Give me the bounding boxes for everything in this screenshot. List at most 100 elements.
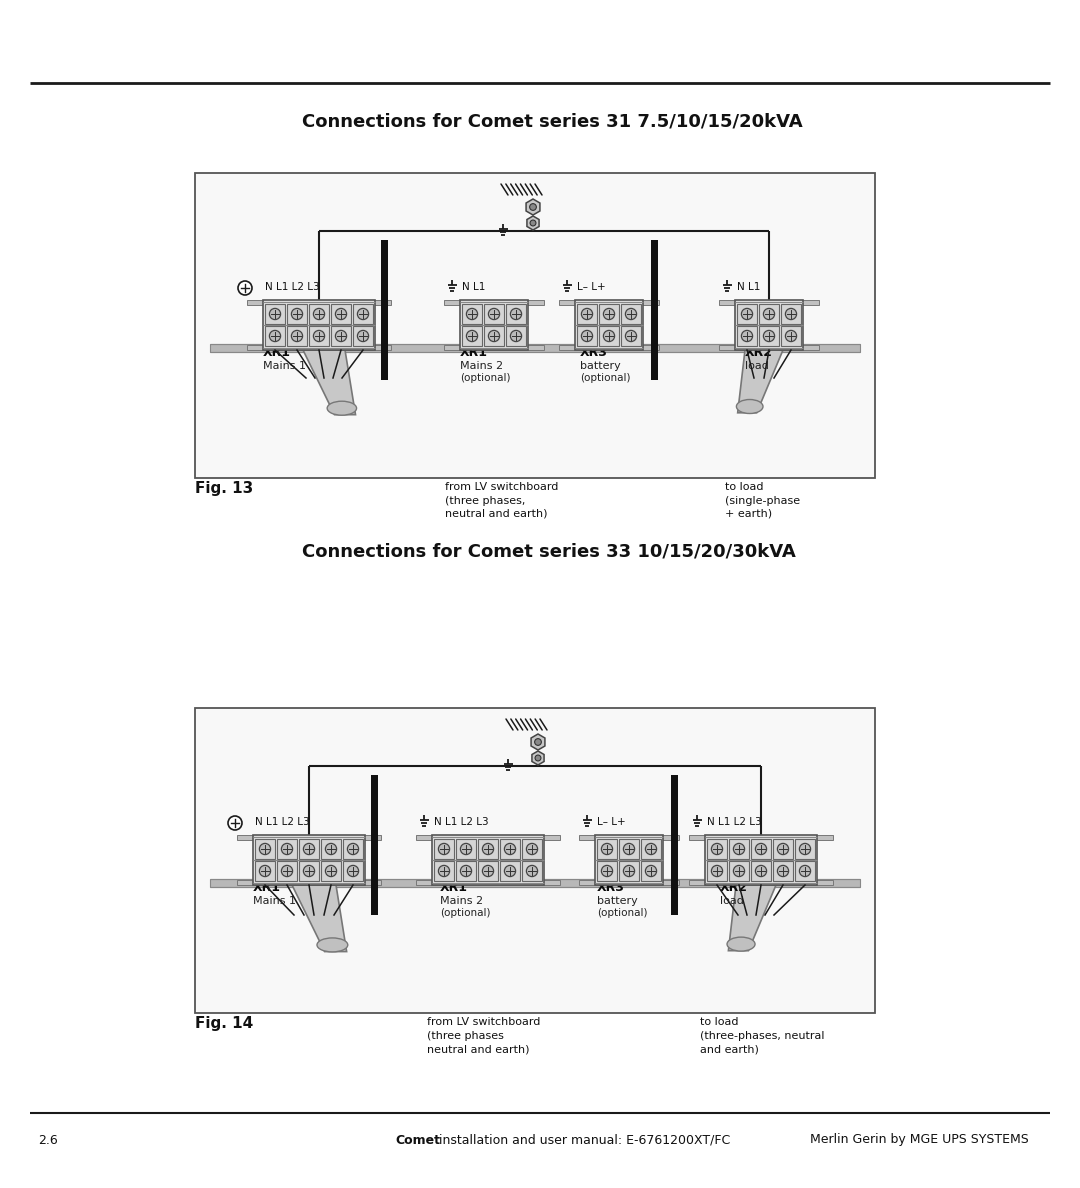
Text: Mains 1: Mains 1 (264, 361, 306, 371)
Circle shape (646, 865, 657, 877)
Bar (642, 839, 661, 859)
Bar (781, 326, 801, 346)
Circle shape (259, 865, 271, 877)
Text: Comet: Comet (395, 1133, 440, 1146)
Bar (559, 345, 659, 350)
Circle shape (646, 843, 657, 854)
Circle shape (348, 843, 359, 854)
Circle shape (467, 330, 477, 342)
Bar (353, 304, 373, 324)
Text: XR1: XR1 (264, 346, 291, 359)
Bar (330, 326, 351, 346)
Circle shape (530, 220, 536, 226)
Ellipse shape (727, 937, 755, 952)
Bar (444, 301, 544, 305)
Bar (707, 861, 727, 881)
Bar (773, 861, 793, 881)
Bar (195, 173, 875, 478)
Bar (621, 326, 642, 346)
Bar (522, 861, 542, 881)
Bar (577, 304, 597, 324)
Bar (343, 861, 363, 881)
Bar (671, 775, 678, 915)
Bar (462, 326, 482, 346)
Polygon shape (292, 885, 347, 952)
Circle shape (313, 309, 325, 320)
Circle shape (535, 756, 541, 762)
Circle shape (460, 865, 472, 877)
Ellipse shape (318, 937, 348, 952)
Bar (773, 839, 793, 859)
Circle shape (511, 330, 522, 342)
Bar (247, 301, 391, 305)
Circle shape (483, 843, 494, 854)
Bar (737, 326, 757, 346)
Bar (330, 304, 351, 324)
Circle shape (438, 843, 449, 854)
Circle shape (292, 309, 302, 320)
Bar (460, 301, 528, 350)
Circle shape (581, 330, 593, 342)
Circle shape (460, 843, 472, 854)
Ellipse shape (327, 402, 356, 415)
Text: XR1: XR1 (460, 346, 488, 359)
Circle shape (712, 865, 723, 877)
Circle shape (282, 865, 293, 877)
Bar (343, 839, 363, 859)
Bar (795, 861, 815, 881)
Circle shape (269, 330, 281, 342)
Bar (597, 861, 617, 881)
Bar (353, 326, 373, 346)
Bar (210, 345, 860, 352)
Text: battery: battery (580, 361, 621, 371)
Bar (276, 861, 297, 881)
Circle shape (604, 330, 615, 342)
Circle shape (623, 865, 635, 877)
Text: L– L+: L– L+ (597, 817, 625, 827)
Bar (237, 835, 381, 840)
Bar (719, 301, 819, 305)
Bar (456, 861, 476, 881)
Bar (381, 240, 388, 380)
Circle shape (535, 739, 541, 745)
Bar (595, 835, 663, 885)
Bar (416, 835, 561, 840)
Bar (781, 304, 801, 324)
Circle shape (504, 843, 515, 854)
Bar (444, 345, 544, 350)
Text: battery: battery (597, 896, 638, 906)
Circle shape (733, 843, 744, 854)
Text: XR2: XR2 (745, 346, 773, 359)
Bar (577, 326, 597, 346)
Circle shape (488, 309, 500, 320)
Bar (729, 839, 750, 859)
Bar (276, 839, 297, 859)
Text: (three phases: (three phases (427, 1031, 504, 1041)
Text: L– L+: L– L+ (577, 282, 606, 292)
Circle shape (325, 865, 337, 877)
Bar (321, 861, 341, 881)
Circle shape (511, 309, 522, 320)
Bar (299, 839, 319, 859)
Text: Connections for Comet series 31 7.5/10/15/20kVA: Connections for Comet series 31 7.5/10/1… (302, 113, 802, 131)
Circle shape (292, 330, 302, 342)
Circle shape (733, 865, 744, 877)
Text: N L1 L2 L3: N L1 L2 L3 (434, 817, 488, 827)
Bar (729, 861, 750, 881)
Bar (255, 839, 275, 859)
Ellipse shape (737, 399, 762, 413)
Bar (759, 304, 779, 324)
Text: 2.6: 2.6 (38, 1133, 57, 1146)
Bar (619, 861, 639, 881)
Circle shape (228, 816, 242, 830)
Text: (three phases,: (three phases, (445, 497, 525, 506)
Circle shape (483, 865, 494, 877)
Circle shape (712, 843, 723, 854)
Text: XR2: XR2 (720, 881, 748, 895)
Text: (optional): (optional) (597, 908, 648, 918)
Bar (210, 879, 860, 887)
Bar (434, 861, 454, 881)
Text: (optional): (optional) (440, 908, 490, 918)
Text: XR3: XR3 (597, 881, 625, 895)
Text: neutral and earth): neutral and earth) (427, 1044, 529, 1054)
